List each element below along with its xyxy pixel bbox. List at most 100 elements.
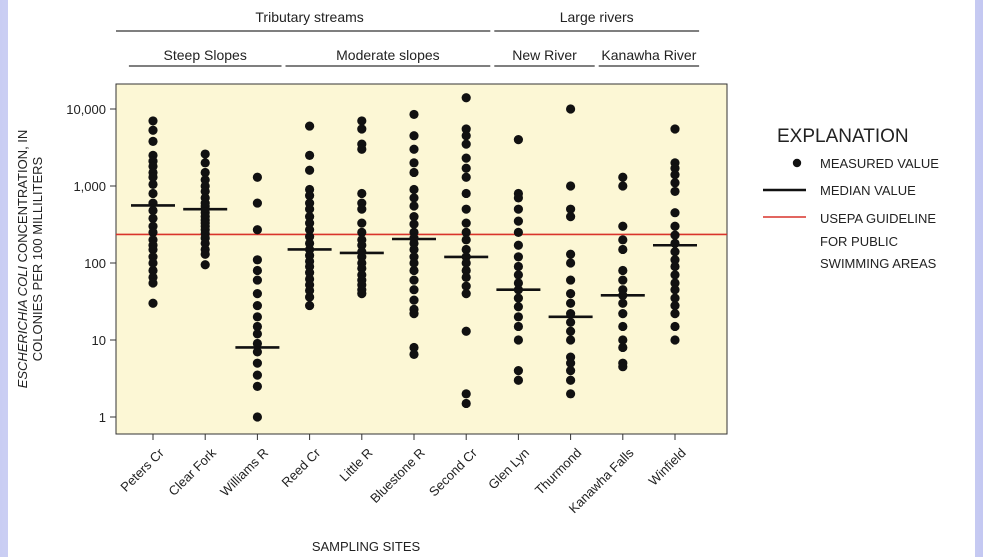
measured-point	[513, 252, 524, 262]
measured-point	[305, 232, 315, 242]
measured-point	[461, 131, 471, 141]
measured-point	[409, 193, 419, 203]
measured-point	[148, 265, 158, 276]
y-axis-title-line2: COLONIES PER 100 MILLILITERS	[30, 156, 45, 361]
measured-point	[670, 300, 680, 311]
measured-point	[148, 188, 158, 199]
measured-point	[409, 109, 419, 120]
measured-point	[409, 131, 419, 141]
measured-point	[357, 227, 367, 237]
measured-point	[357, 240, 367, 250]
measured-point	[305, 292, 315, 302]
x-tick-label: Peters Cr	[117, 445, 167, 495]
measured-point	[566, 212, 576, 222]
measured-point	[148, 258, 158, 268]
measured-point	[513, 312, 524, 322]
measured-point	[566, 181, 576, 191]
measured-point	[252, 289, 262, 299]
measured-point	[461, 172, 471, 182]
group-sub-label: New River	[512, 47, 577, 63]
measured-point	[200, 186, 210, 197]
measured-point	[148, 136, 158, 146]
measured-point	[670, 285, 680, 295]
measured-point	[148, 116, 158, 126]
measured-point	[252, 347, 262, 357]
group-sub-label: Steep Slopes	[164, 47, 247, 63]
measured-point	[252, 255, 262, 265]
measured-point	[409, 275, 419, 285]
measured-point	[461, 235, 471, 245]
y-tick-label: 1,000	[73, 179, 106, 194]
measured-point	[670, 270, 680, 280]
measured-point	[461, 188, 471, 199]
measured-point	[305, 150, 315, 160]
measured-point	[409, 158, 419, 168]
measured-point	[252, 321, 262, 332]
measured-point	[252, 381, 262, 391]
measured-point	[148, 213, 158, 223]
measured-point	[513, 135, 524, 145]
measured-point	[409, 167, 419, 178]
x-tick-label: Second Cr	[426, 445, 481, 500]
measured-point	[566, 275, 576, 285]
measured-point	[148, 125, 158, 135]
measured-point	[618, 362, 628, 372]
measured-point	[618, 309, 628, 319]
measured-point	[148, 278, 158, 288]
measured-points	[148, 93, 680, 422]
measured-point	[566, 358, 576, 368]
measured-point	[618, 342, 628, 353]
measured-point	[252, 198, 262, 208]
measured-point	[461, 281, 471, 291]
measured-point	[461, 326, 471, 336]
measured-point	[461, 244, 471, 255]
site-group-headers: Tributary streams Large rivers Steep Slope…	[116, 9, 700, 67]
measured-point	[618, 335, 628, 345]
measured-point	[409, 144, 419, 154]
measured-point	[513, 366, 524, 376]
measured-point	[409, 342, 419, 353]
measured-point	[200, 158, 210, 168]
measured-point	[670, 261, 680, 272]
measured-point	[409, 212, 419, 222]
measured-point	[618, 275, 628, 285]
measured-point	[409, 285, 419, 295]
group-sub-label: Kanawha River	[601, 47, 696, 63]
measured-point	[252, 275, 262, 285]
measured-point	[305, 212, 315, 222]
measured-point	[305, 121, 315, 131]
measured-point	[461, 258, 471, 268]
measured-point	[409, 349, 419, 360]
measured-point	[566, 104, 576, 114]
measured-point	[148, 298, 158, 308]
measured-point	[566, 258, 576, 268]
measured-point	[566, 389, 576, 399]
measured-point	[409, 184, 419, 195]
measured-point	[252, 412, 262, 422]
measured-point	[409, 258, 419, 268]
measured-point	[409, 295, 419, 305]
measured-point	[513, 302, 524, 312]
measured-point	[513, 261, 524, 272]
measured-point	[670, 208, 680, 218]
y-axis: 10,000 1,000 100 10 1	[66, 102, 116, 425]
group-sub-label: Moderate slopes	[336, 47, 440, 63]
measured-point	[409, 265, 419, 276]
measured-point	[670, 230, 680, 240]
measured-point	[357, 204, 367, 214]
plot-area	[115, 83, 728, 435]
measured-point	[461, 124, 471, 134]
measured-point	[566, 326, 576, 336]
y-tick-label: 10,000	[66, 102, 106, 117]
measured-point	[461, 289, 471, 299]
x-tick-label: Clear Fork	[165, 445, 219, 499]
measured-point	[148, 179, 158, 189]
measured-point	[461, 227, 471, 237]
measured-point	[566, 335, 576, 345]
measured-point	[670, 163, 680, 173]
measured-point	[670, 221, 680, 231]
measured-point	[305, 225, 315, 235]
x-tick-label: Little R	[336, 445, 375, 484]
